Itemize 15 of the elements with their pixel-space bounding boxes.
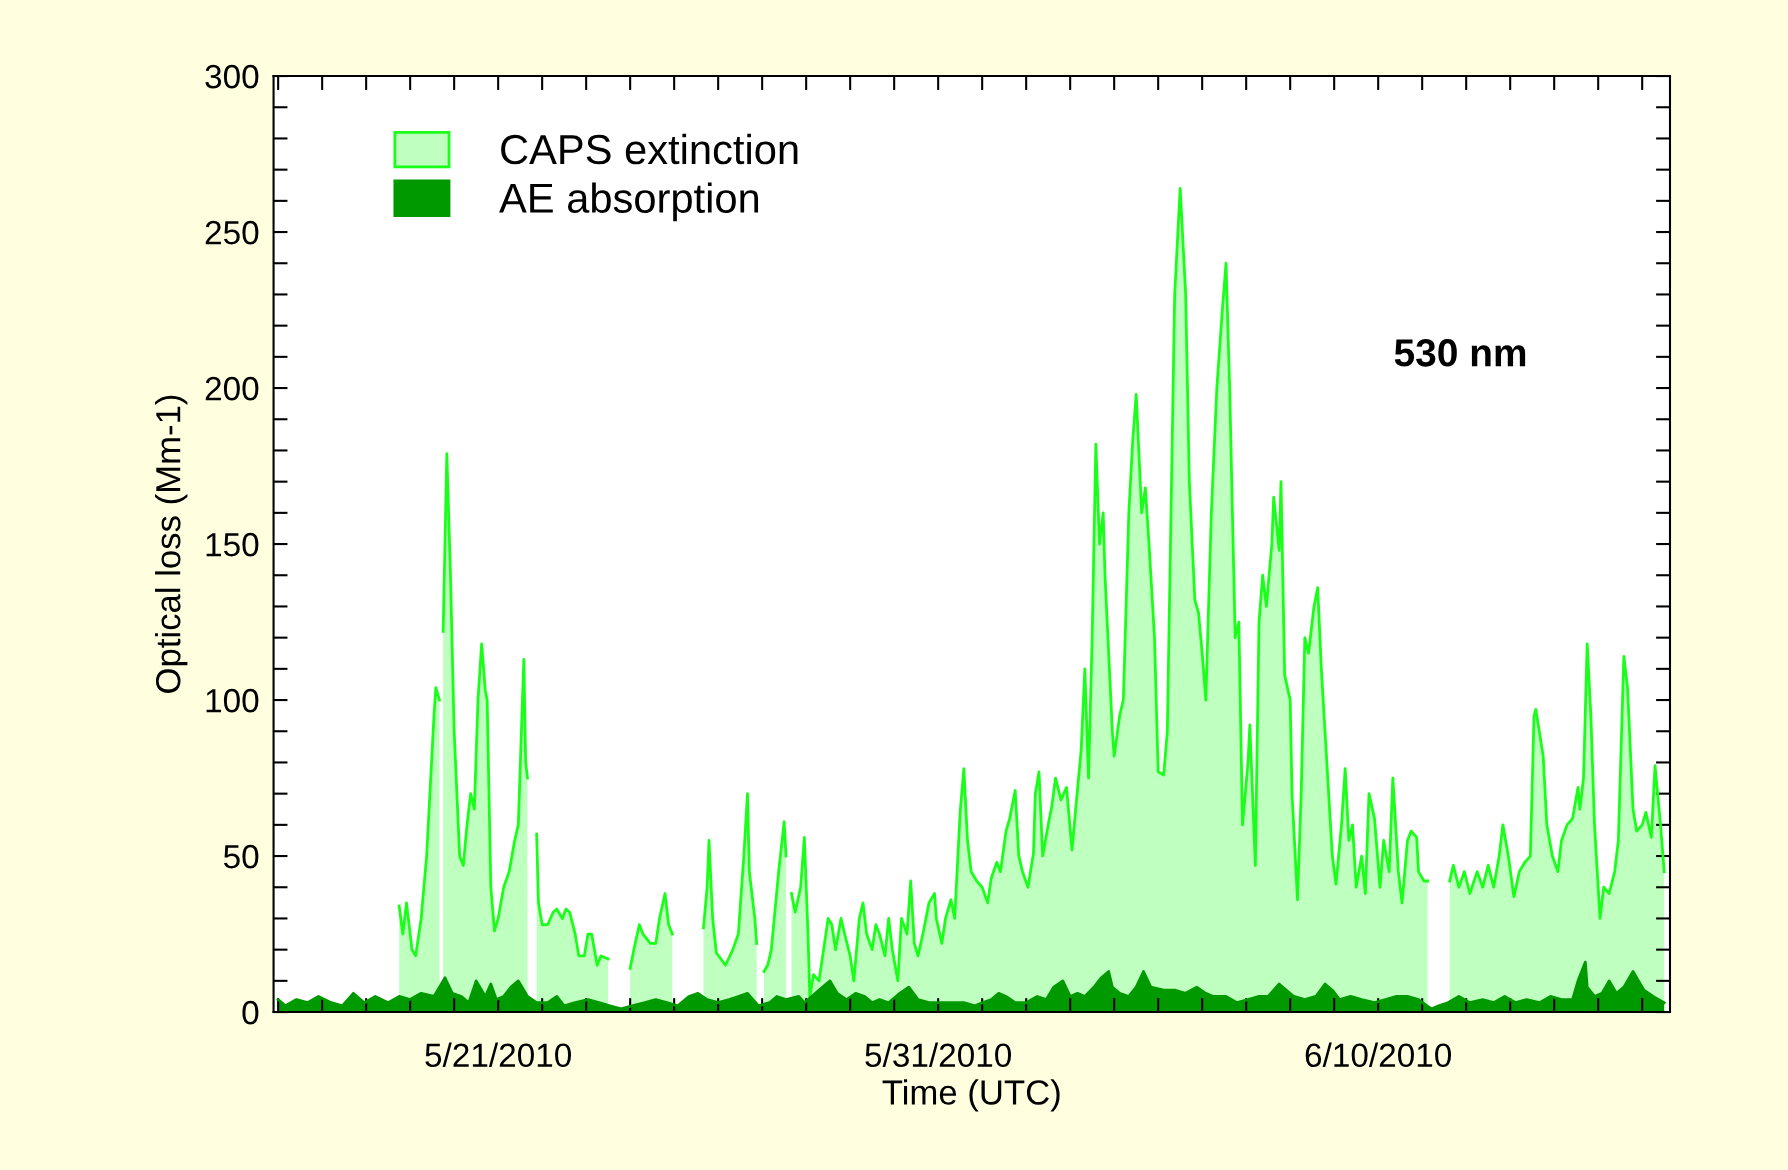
y-tick-label: 150 [206, 532, 259, 557]
y-tick-label: 250 [205, 220, 259, 245]
y-tick-label: 200 [205, 376, 259, 401]
legend-label: AE absorption [499, 182, 759, 222]
annotation: 530 nm [1394, 339, 1526, 367]
y-tick-label: 0 [242, 1000, 259, 1025]
x-tick-label: 5/21/2010 [425, 1042, 571, 1068]
x-tick-label: 5/31/2010 [865, 1042, 1012, 1068]
legend-label: CAPS extinction [501, 133, 798, 165]
x-tick-label: 6/10/2010 [1305, 1042, 1452, 1068]
y-tick-label: 50 [223, 844, 259, 869]
y-tick-label: 100 [206, 688, 259, 713]
y-axis-title: Optical loss (Mm-1) [155, 395, 188, 693]
y-tick-label: 300 [205, 64, 259, 89]
x-axis-title: Time (UTC) [882, 1079, 1060, 1112]
